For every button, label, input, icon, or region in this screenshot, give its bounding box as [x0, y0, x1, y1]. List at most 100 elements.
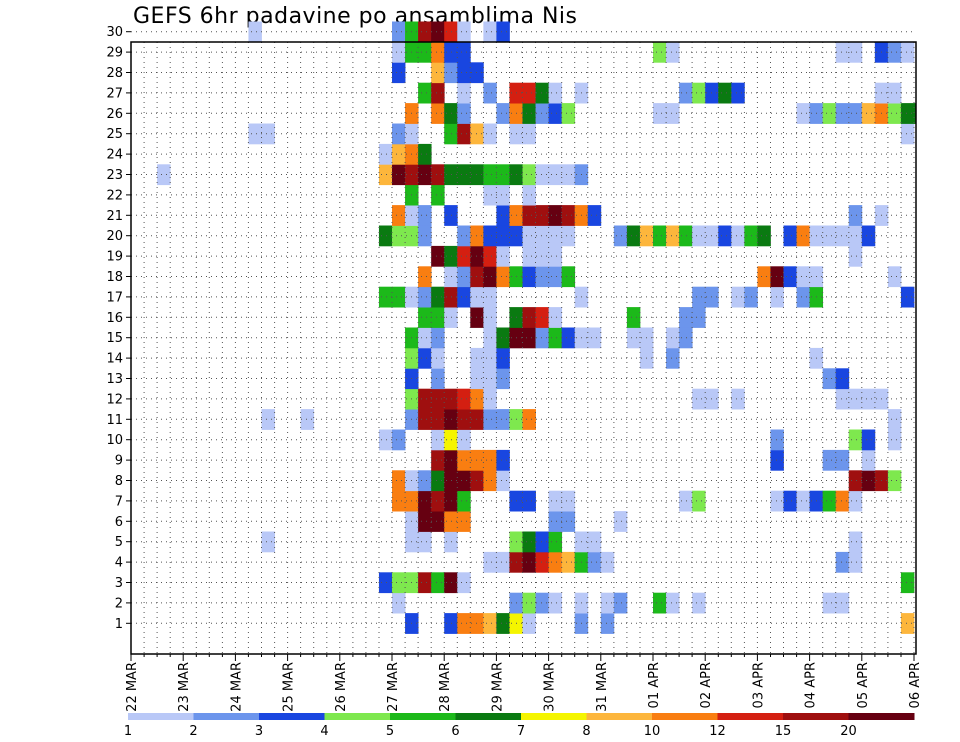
heatmap-cell: [483, 82, 497, 104]
heatmap-cell: [444, 266, 458, 288]
y-tick-label: 6: [115, 515, 123, 530]
heatmap-cell: [535, 307, 549, 328]
heatmap-cell: [561, 164, 576, 186]
heatmap-cell: [587, 327, 602, 349]
heatmap-cell: [444, 307, 458, 328]
y-tick-label: 11: [106, 413, 123, 428]
heatmap-cell: [483, 245, 497, 267]
heatmap-cell: [561, 205, 576, 226]
heatmap-cell: [431, 21, 445, 43]
heatmap-cell: [835, 592, 850, 614]
legend-swatch: [783, 713, 849, 720]
heatmap-cell: [418, 307, 432, 328]
heatmap-cell: [418, 470, 432, 492]
heatmap-cell: [626, 327, 641, 349]
heatmap-cell: [444, 103, 458, 124]
heatmap-cell: [431, 62, 445, 84]
y-tick-label: 14: [106, 352, 123, 367]
heatmap-cell: [848, 245, 863, 267]
heatmap-cell: [261, 409, 275, 430]
heatmap-cell: [887, 82, 902, 104]
heatmap-cell: [470, 245, 484, 267]
heatmap-cell: [666, 41, 680, 63]
heatmap-cell: [457, 225, 471, 247]
heatmap-cell: [444, 245, 458, 267]
x-tick-label: 31 MAR: [595, 662, 610, 712]
heatmap-cell: [835, 41, 850, 63]
heatmap-cell: [796, 266, 810, 288]
heatmap-cell: [848, 429, 863, 451]
heatmap-cell: [731, 286, 745, 308]
y-tick-label: 25: [106, 127, 123, 142]
heatmap-cell: [535, 266, 549, 288]
heatmap-cell: [444, 470, 458, 492]
y-tick-label: 30: [106, 25, 123, 40]
heatmap-cell: [887, 409, 902, 430]
x-tick-label: 02 APR: [699, 662, 714, 708]
heatmap-cell: [431, 429, 445, 451]
heatmap-cell: [692, 592, 706, 614]
heatmap-cell: [444, 388, 458, 410]
heatmap-cell: [483, 123, 497, 145]
heatmap-cell: [431, 490, 445, 512]
heatmap-cell: [666, 225, 680, 247]
heatmap-cell: [261, 531, 275, 553]
heatmap-cell: [483, 470, 497, 492]
y-tick-label: 28: [106, 66, 123, 81]
heatmap-cell: [626, 225, 641, 247]
y-tick-label: 29: [106, 46, 123, 61]
heatmap-cell: [861, 470, 876, 492]
heatmap-cell: [431, 511, 445, 532]
y-tick-label: 23: [106, 168, 123, 183]
heatmap-cell: [822, 490, 837, 512]
x-tick-label: 29 MAR: [490, 662, 505, 712]
y-tick-label: 9: [115, 454, 123, 469]
y-tick-label: 18: [106, 270, 123, 285]
heatmap-cell: [653, 225, 667, 247]
legend-label: 15: [775, 724, 792, 739]
heatmap-cell: [522, 327, 536, 349]
heatmap-cell: [887, 103, 902, 124]
heatmap-cell: [444, 409, 458, 430]
y-tick-label: 10: [106, 433, 123, 448]
heatmap-cell: [900, 123, 915, 145]
heatmap-cell: [431, 388, 445, 410]
heatmap-cell: [522, 613, 536, 634]
heatmap-cell: [535, 531, 549, 553]
heatmap-cell: [548, 205, 563, 226]
heatmap-cell: [496, 449, 510, 471]
heatmap-cell: [835, 551, 850, 573]
heatmap-cell: [418, 286, 432, 308]
heatmap-cell: [522, 123, 536, 145]
heatmap-cell: [418, 205, 432, 226]
x-tick-label: 04 APR: [804, 662, 819, 708]
legend-swatch: [717, 713, 784, 720]
heatmap-cell: [522, 551, 536, 573]
heatmap-cell: [470, 307, 484, 328]
heatmap-cell: [822, 103, 837, 124]
plot-frame: [130, 41, 917, 655]
heatmap-cell: [378, 429, 393, 451]
y-tick-label: 2: [115, 596, 123, 611]
heatmap-cell: [444, 531, 458, 553]
heatmap-cell: [418, 511, 432, 532]
y-tick-label: 3: [115, 576, 123, 591]
heatmap-cell: [431, 103, 445, 124]
heatmap-cell: [900, 613, 915, 634]
legend-label: 20: [840, 724, 857, 739]
heatmap-cell: [392, 21, 406, 43]
heatmap-cell: [861, 388, 876, 410]
legend-swatch: [193, 713, 260, 720]
heatmap-cell: [392, 592, 406, 614]
heatmap-cell: [535, 592, 549, 614]
heatmap-cell: [470, 613, 484, 634]
heatmap-cell: [483, 388, 497, 410]
y-tick-label: 27: [106, 86, 123, 101]
heatmap-cell: [248, 21, 262, 43]
heatmap-cell: [770, 286, 784, 308]
heatmap-cell: [861, 449, 876, 471]
heatmap-cell: [535, 164, 549, 186]
heatmap-cell: [444, 286, 458, 308]
heatmap-cell: [457, 429, 471, 451]
heatmap-cell: [679, 82, 693, 104]
